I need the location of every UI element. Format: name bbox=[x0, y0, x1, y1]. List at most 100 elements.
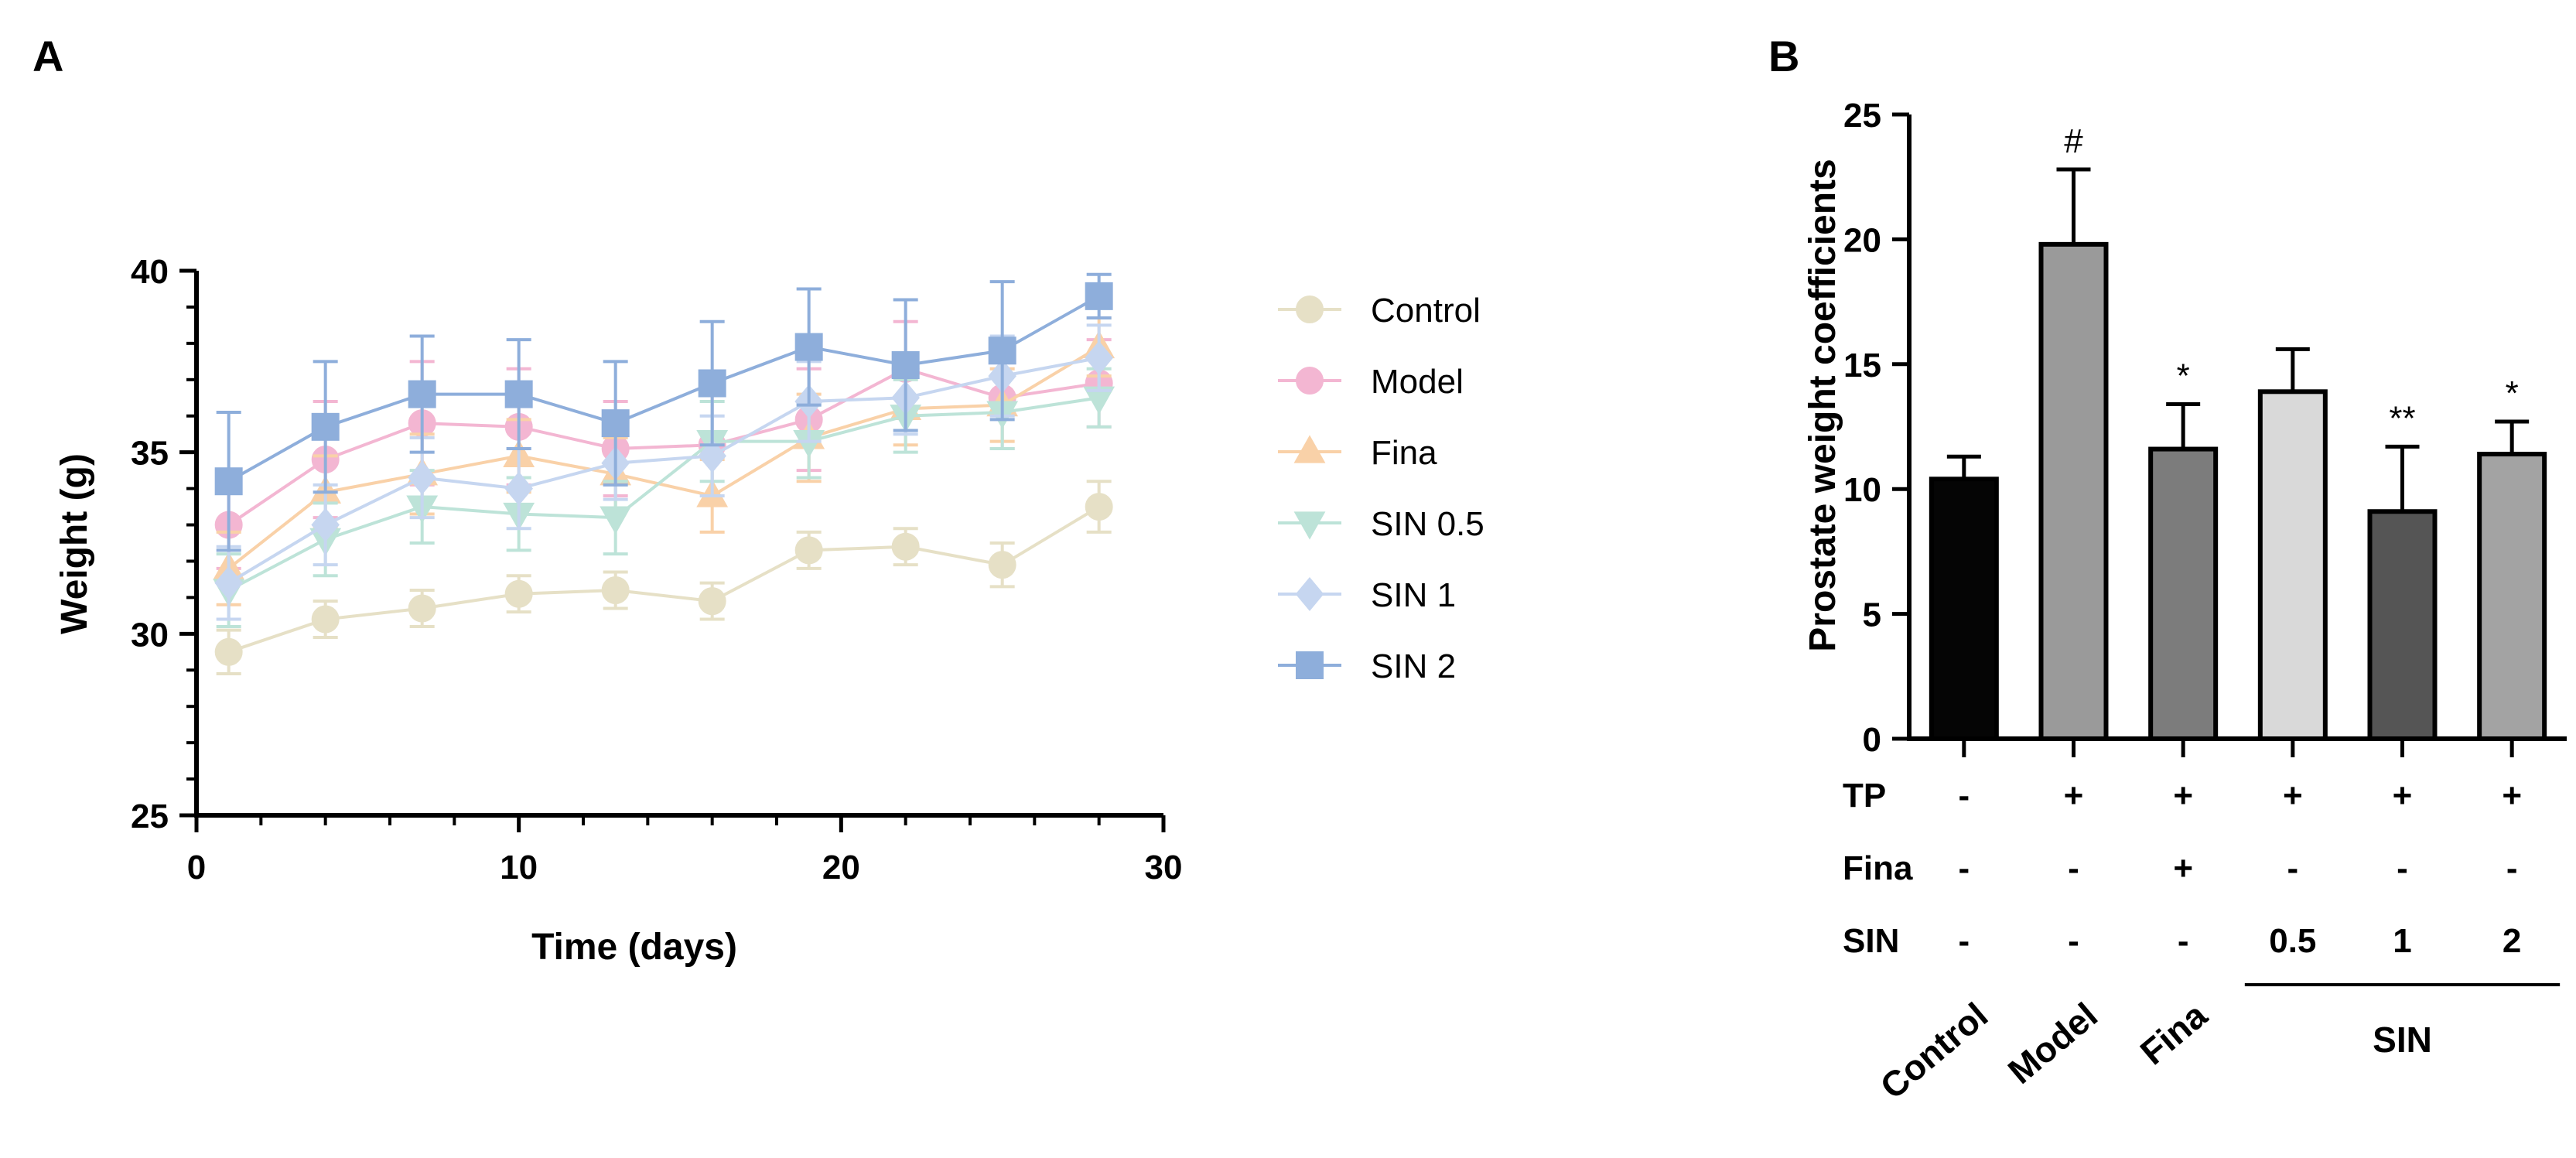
b-y-tick-label: 20 bbox=[1843, 221, 1881, 259]
b-table-cell: - bbox=[2287, 849, 2299, 887]
a-data-point bbox=[698, 587, 726, 616]
b-table-cell: + bbox=[2393, 777, 2413, 815]
a-data-point bbox=[891, 532, 920, 561]
b-bar-group bbox=[1929, 454, 1999, 742]
a-legend-item: Model bbox=[1278, 363, 1464, 401]
b-table-cell: - bbox=[2506, 849, 2518, 887]
b-y-tick-label: 25 bbox=[1843, 97, 1881, 135]
b-bar bbox=[2367, 509, 2438, 741]
a-legend-item: Fina bbox=[1278, 434, 1437, 472]
b-bar bbox=[1929, 477, 1999, 742]
a-legend-label: Model bbox=[1371, 363, 1464, 401]
a-series-line bbox=[227, 345, 1100, 570]
a-legend-label: SIN 1 bbox=[1371, 576, 1456, 614]
a-series-line bbox=[227, 356, 1100, 585]
a-legend-label: Fina bbox=[1371, 434, 1437, 472]
b-axes: 0 5 10 15 20 25 bbox=[1843, 97, 2567, 759]
a-data-point bbox=[214, 637, 243, 666]
a-x-tick-label: 30 bbox=[1145, 849, 1183, 886]
b-treatment-table: TP - + + + + + Fina - - + - - - SIN - - - 0.5 1 2 bbox=[1843, 777, 2522, 960]
b-table-cell: + bbox=[2173, 777, 2193, 815]
b-table-cell: - bbox=[2178, 922, 2189, 960]
b-y-tick-label: 0 bbox=[1863, 721, 1881, 759]
a-legend-item: SIN 1 bbox=[1278, 576, 1456, 614]
a-data-point bbox=[214, 467, 243, 496]
a-data-point bbox=[504, 471, 533, 506]
b-bar bbox=[2148, 446, 2219, 741]
b-table-cell: + bbox=[2502, 777, 2522, 815]
a-legend-marker bbox=[1293, 511, 1326, 540]
panel-a: A 0 10 20 30 25 30 35 40 Time (days) Weight (g)… bbox=[32, 32, 1484, 968]
b-table-cell: 0.5 bbox=[2269, 922, 2316, 960]
a-data-point bbox=[698, 439, 726, 473]
b-bar-group bbox=[2257, 347, 2328, 741]
a-data-point bbox=[408, 594, 436, 623]
a-y-axis-title: Weight (g) bbox=[54, 453, 95, 634]
a-data-point bbox=[601, 576, 630, 605]
a-data-point bbox=[891, 351, 920, 380]
a-legend-item: Control bbox=[1278, 292, 1481, 330]
panel-b-label: B bbox=[1768, 32, 1799, 80]
a-legend-label: Control bbox=[1371, 292, 1481, 330]
a-data-point bbox=[794, 536, 823, 565]
a-data-point bbox=[600, 506, 632, 535]
b-table-row-tp: TP - + + + + + bbox=[1843, 777, 2522, 815]
b-y-tick-label: 15 bbox=[1843, 347, 1881, 384]
a-series-sin-1 bbox=[214, 323, 1113, 621]
b-table-row-label: SIN bbox=[1843, 922, 1899, 960]
b-y-tick-label: 10 bbox=[1843, 471, 1881, 509]
a-y-tick-label: 30 bbox=[131, 616, 169, 654]
a-y-tick-label: 25 bbox=[131, 798, 169, 835]
a-data-point bbox=[504, 579, 533, 608]
a-data-point bbox=[1085, 493, 1113, 521]
b-y-tick-label: 5 bbox=[1863, 596, 1881, 634]
b-table-cell: - bbox=[2068, 849, 2079, 887]
a-series-line bbox=[227, 396, 1099, 592]
panel-a-label: A bbox=[32, 32, 63, 80]
a-data-point bbox=[988, 551, 1016, 579]
a-data-point bbox=[311, 605, 340, 634]
a-legend-label: SIN 0.5 bbox=[1371, 505, 1484, 543]
a-data-point bbox=[311, 412, 340, 441]
b-table-row-sin: SIN - - - 0.5 1 2 bbox=[1843, 922, 2521, 960]
b-group-labels: Control Model Fina SIN bbox=[1873, 983, 2561, 1107]
a-x-tick-label: 0 bbox=[187, 849, 206, 886]
b-table-cell: + bbox=[2064, 777, 2084, 815]
a-ticks: 0 10 20 30 25 30 35 40 bbox=[131, 253, 1182, 886]
b-table-row-fina: Fina - - + - - - bbox=[1843, 849, 2517, 887]
b-table-cell: 2 bbox=[2503, 922, 2521, 960]
a-data-point bbox=[601, 409, 630, 438]
b-table-cell: + bbox=[2283, 777, 2303, 815]
b-significance-label: * bbox=[2506, 374, 2519, 412]
b-table-cell: - bbox=[1959, 849, 1970, 887]
b-bar-group: # bbox=[2038, 122, 2109, 741]
a-data-point bbox=[988, 336, 1016, 365]
b-table-cell: - bbox=[2397, 849, 2408, 887]
a-data-point bbox=[504, 380, 533, 408]
b-significance-label: ** bbox=[2389, 399, 2415, 437]
a-x-tick-label: 10 bbox=[500, 849, 538, 886]
a-legend-marker bbox=[1296, 651, 1324, 679]
a-data-point bbox=[794, 333, 823, 361]
a-data-point bbox=[1085, 282, 1113, 310]
a-series-sin-2 bbox=[214, 272, 1113, 552]
a-series-line bbox=[227, 367, 1099, 527]
b-bars: #**** bbox=[1929, 122, 2547, 742]
a-legend-item: SIN 2 bbox=[1278, 647, 1456, 685]
a-x-axis-title: Time (days) bbox=[531, 927, 737, 968]
a-legend-marker bbox=[1296, 367, 1324, 395]
a-legend-marker bbox=[1293, 435, 1326, 463]
a-data-point bbox=[408, 460, 436, 495]
b-significance-label: * bbox=[2177, 357, 2190, 395]
b-sin-bracket-label: SIN bbox=[2373, 1020, 2432, 1060]
a-x-tick-label: 20 bbox=[822, 849, 860, 886]
b-table-cell: 1 bbox=[2393, 922, 2411, 960]
a-data-point bbox=[214, 565, 243, 600]
a-axes bbox=[194, 271, 1163, 818]
a-y-tick-label: 35 bbox=[131, 435, 169, 473]
b-bar-group: * bbox=[2148, 357, 2219, 741]
b-bar bbox=[2477, 452, 2547, 741]
a-series-line bbox=[228, 505, 1100, 654]
b-table-cell: + bbox=[2173, 849, 2193, 887]
